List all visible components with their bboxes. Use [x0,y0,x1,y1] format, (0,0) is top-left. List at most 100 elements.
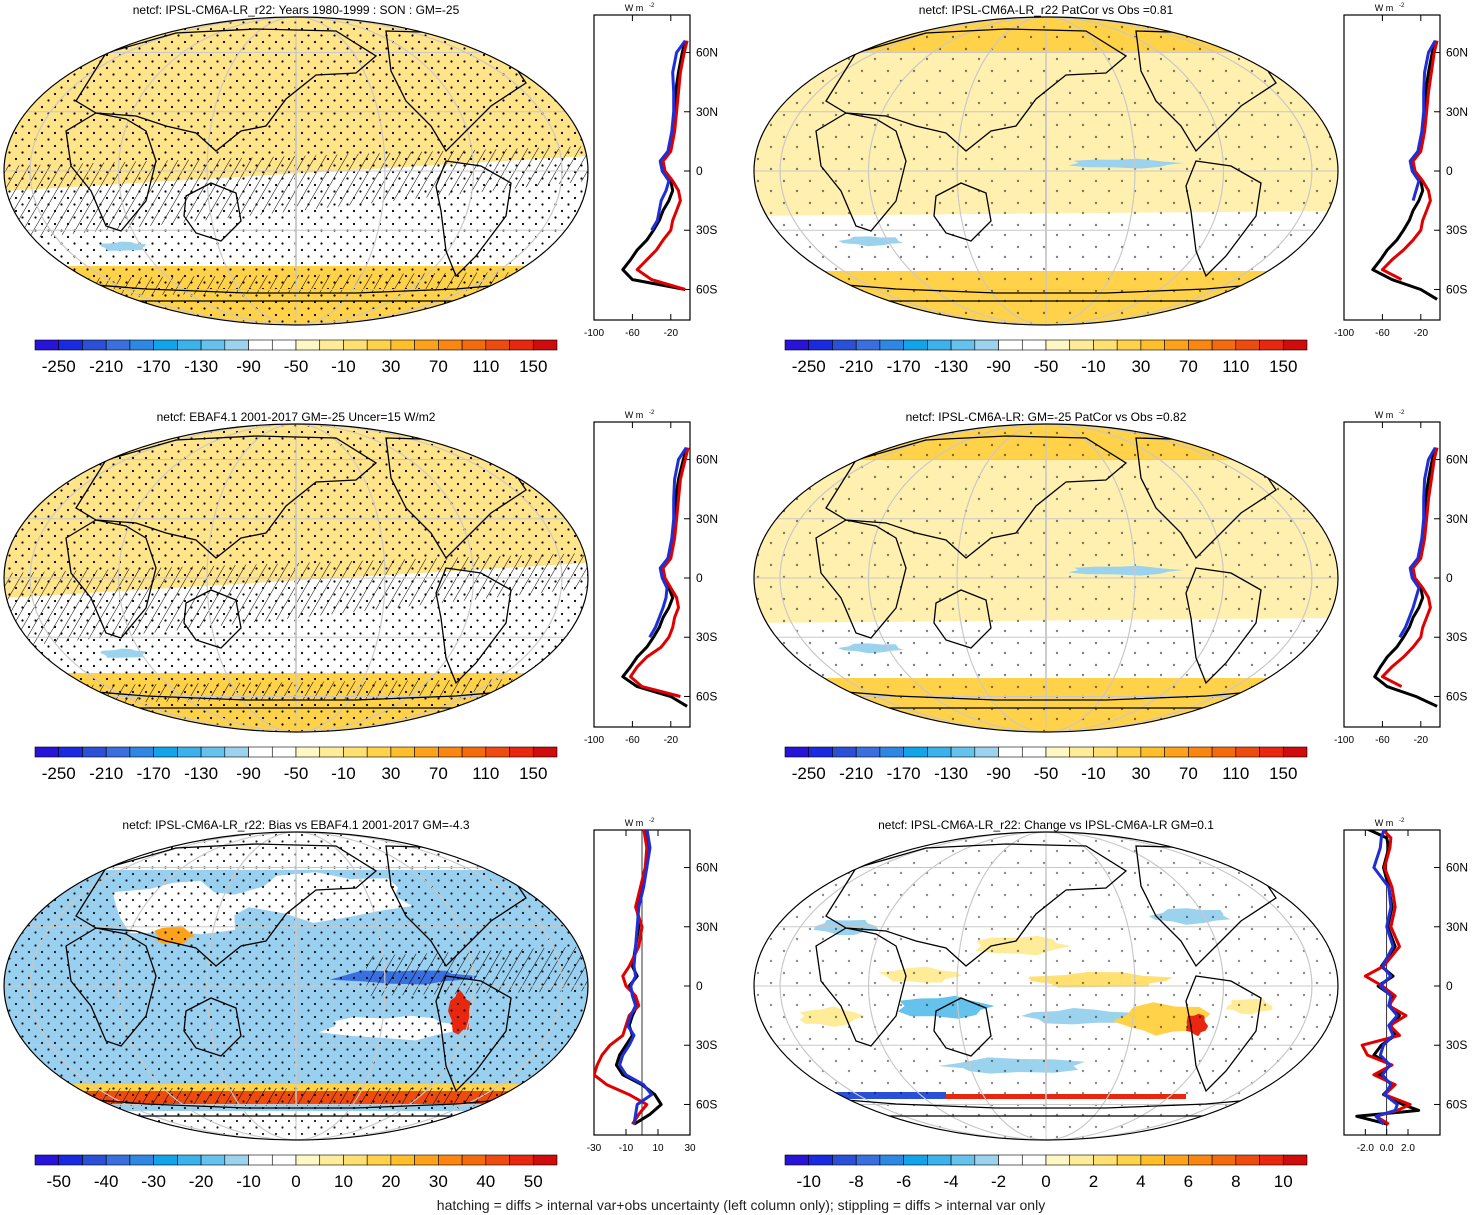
colorbar-tick-label: 30 [1131,357,1150,376]
colorbar-swatch [390,339,415,351]
map-border [3,423,589,733]
map-border [753,831,1339,1141]
zonal-line-alt [1372,830,1399,1126]
colorbar-swatch [1211,1154,1237,1166]
coastline-south-america [435,975,512,1093]
x-tick-label: 0.0 [1380,1143,1394,1154]
colorbar-tick-label: -6 [896,1172,911,1191]
colorbar-swatch [82,339,107,351]
graticule-meridian [956,17,1136,325]
colorbar-tick-label: 30 [381,357,400,376]
graticule-meridian [295,424,297,732]
zonal-series-group [594,830,663,1126]
colorbar-swatch [509,1154,534,1166]
colorbar-tick-label: 10 [334,1172,353,1191]
x-tick-label: -30 [587,1143,602,1154]
graticule-meridian [779,424,1313,732]
colorbar-tick-label: -130 [184,357,218,376]
colorbar-swatch [1021,339,1047,351]
graticule-meridian [868,424,1224,732]
colorbar-swatch [927,1154,952,1166]
zonal-frame [1343,829,1441,1136]
colorbar-swatch [1282,1154,1308,1166]
colorbar-tick-label: 0 [291,1172,300,1191]
colorbar-tick-label: 4 [1136,1172,1145,1191]
coastline-australia [933,589,992,649]
coastline-eurasia [75,435,378,559]
colorbar-swatch [271,1154,297,1166]
colorbar-swatch [343,1154,368,1166]
colorbar-swatch [34,339,60,351]
colorbar-tick-label: 20 [381,1172,400,1191]
colorbar-swatch [248,746,273,758]
colorbar-swatch [105,746,131,758]
lat-tick-label: 30S [696,223,717,237]
colorbar-swatch [1188,746,1213,758]
colorbar-tick-label: -10 [1081,764,1106,783]
colorbar-swatch [808,1154,833,1166]
zonal-line-model [1373,447,1438,708]
graticule-meridian [779,17,1313,325]
graticule-meridian [29,832,563,1140]
graticule-meridian [956,832,1136,1140]
x-tick-label: -20 [1414,328,1429,339]
colorbar-swatch [855,1154,881,1166]
colorbar-swatch [200,339,226,351]
x-tick-label: 2.0 [1401,1143,1415,1154]
zonal-line-obs [1380,40,1439,281]
unit-exponent: -2 [649,818,655,824]
coastline-australia [183,182,242,242]
lat-tick-label: 0 [696,979,703,993]
colorbar-swatch [177,339,202,351]
lat-tick-label: 60N [696,46,718,60]
colorbar-tick-label: -170 [887,764,921,783]
map-border [753,16,1339,326]
lat-tick-label: 60N [696,861,718,875]
zonal-line-obs [629,447,690,698]
coastline-africa [65,927,157,1047]
zonal-line-model [1371,40,1438,301]
colorbar-swatch [950,746,976,758]
x-tick-label: -20 [664,735,679,746]
lat-tick-label: 0 [696,164,703,178]
lat-tick-label: 60S [1446,282,1467,296]
colorbar-swatch [82,746,107,758]
coastline-south-america [435,160,512,278]
colorbar-tick-label: 110 [472,357,499,376]
colorbar-tick-label: -8 [849,1172,864,1191]
colorbar-tick-label: -50 [284,764,309,783]
panel-p3: netcf: EBAF4.1 2001-2017 GM=-25 Uncer=15… [3,410,718,783]
panel-p1: netcf: IPSL-CM6A-LR_r22: Years 1980-1999… [3,3,718,376]
hatching [366,946,588,996]
colorbar-swatch [461,1154,487,1166]
colorbar-swatch [1116,339,1142,351]
lat-tick-label: 60S [696,689,717,703]
panel-title: netcf: IPSL-CM6A-LR: GM=-25 PatCor vs Ob… [906,410,1187,424]
zonal-series-group [621,446,690,708]
colorbar-tick-label: 40 [476,1172,495,1191]
colorbar-swatch [974,339,999,351]
lat-tick-label: 30N [696,105,718,119]
coastline-eurasia [75,28,378,152]
coastline-australia [183,997,242,1057]
lat-tick-label: 60S [696,282,717,296]
lat-tick-label: 30S [1446,630,1467,644]
graticule-meridian [118,17,474,325]
colorbar-swatch [1140,746,1165,758]
graticule-meridian [295,17,297,325]
colorbar-tick-label: 2 [1089,1172,1098,1191]
zonal-line-alt [648,446,688,638]
colorbar-tick-label: -10 [1081,357,1106,376]
x-tick-label: -100 [1334,328,1354,339]
colorbar-swatch [927,746,952,758]
colorbar-tick-label: -210 [839,357,873,376]
colorbar-swatch [200,1154,226,1166]
x-tick-label: -20 [1414,735,1429,746]
unit-label: W m [1375,818,1394,828]
colorbar-swatch [832,339,857,351]
colorbar-tick-label: 70 [429,357,448,376]
colorbar-swatch [903,1154,928,1166]
colorbar-tick-label: 110 [1222,357,1249,376]
colorbar-tick-label: -90 [986,764,1011,783]
coastline-eurasia [75,843,378,967]
